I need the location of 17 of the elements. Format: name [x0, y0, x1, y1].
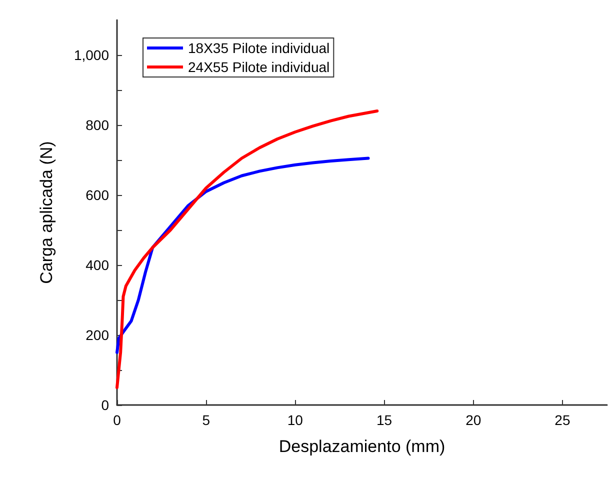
x-tick-label: 0 — [113, 412, 122, 428]
y-tick-label: 600 — [86, 187, 110, 203]
line-series — [116, 110, 379, 389]
legend-label: 24X55 Pilote individual — [188, 59, 330, 75]
x-tick-label: 15 — [376, 412, 392, 428]
y-tick-label: 0 — [101, 397, 110, 413]
x-tick-label: 5 — [202, 412, 210, 428]
y-tick-label: 200 — [86, 327, 110, 343]
y-tick-label: 400 — [86, 257, 110, 273]
x-tick-label: 25 — [554, 412, 570, 428]
x-axis-title: Desplazamiento (mm) — [278, 437, 446, 456]
y-tick-label: 1,000 — [74, 47, 110, 63]
x-tick-label: 20 — [466, 412, 482, 428]
legend-label: 18X35 Pilote individual — [188, 40, 330, 56]
y-axis-title: Carga aplicada (N) — [37, 141, 56, 284]
y-tick-label: 800 — [86, 117, 110, 133]
x-tick-label: 10 — [287, 412, 304, 428]
